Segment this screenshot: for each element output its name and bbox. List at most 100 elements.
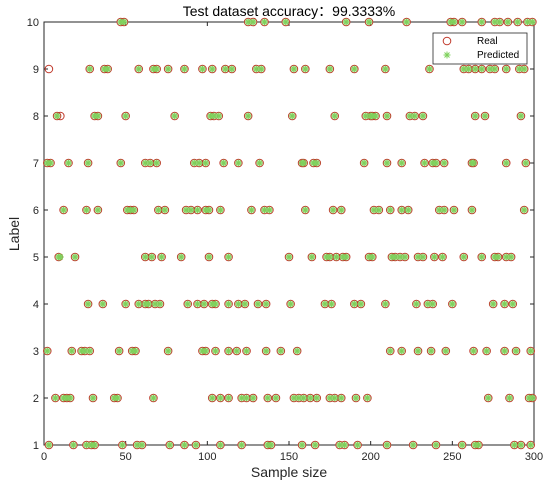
predicted-point <box>465 65 473 73</box>
predicted-point <box>187 206 195 214</box>
predicted-point <box>285 253 293 261</box>
predicted-point <box>520 65 528 73</box>
real-point <box>204 252 214 262</box>
y-tick-label: 8 <box>33 111 39 123</box>
predicted-point <box>205 206 213 214</box>
predicted-point <box>60 206 68 214</box>
real-point <box>207 64 217 74</box>
predicted-point <box>354 441 362 449</box>
predicted-point <box>89 394 97 402</box>
real-point <box>418 111 428 121</box>
plot-frame <box>43 21 535 446</box>
predicted-point <box>192 441 200 449</box>
predicted-point <box>523 18 531 26</box>
real-point <box>480 111 490 121</box>
predicted-point <box>308 253 316 261</box>
predicted-point <box>381 65 389 73</box>
real-point <box>118 440 127 450</box>
real-point <box>243 111 253 121</box>
real-point <box>157 252 166 262</box>
real-point <box>134 64 144 74</box>
real-point <box>431 440 441 450</box>
predicted-point <box>290 65 298 73</box>
predicted-point <box>82 441 90 449</box>
predicted-point <box>249 394 257 402</box>
predicted-point <box>256 159 264 167</box>
real-point <box>232 346 242 356</box>
predicted-point <box>440 159 448 167</box>
predicted-point <box>517 441 525 449</box>
predicted-point <box>104 65 112 73</box>
predicted-point <box>450 206 458 214</box>
real-point <box>121 299 130 309</box>
real-point <box>441 346 451 356</box>
predicted-point <box>342 253 350 261</box>
real-point <box>470 111 480 121</box>
predicted-point <box>249 18 257 26</box>
predicted-point <box>198 65 206 73</box>
predicted-point <box>94 112 102 120</box>
real-point <box>83 158 93 168</box>
predicted-point <box>486 65 494 73</box>
legend-box <box>432 32 528 65</box>
y-tick-label: 9 <box>33 64 39 76</box>
predicted-point <box>177 253 185 261</box>
predicted-point <box>86 65 94 73</box>
predicted-point <box>208 394 216 402</box>
predicted-point <box>331 394 339 402</box>
predicted-point <box>396 253 404 261</box>
real-point <box>180 64 189 74</box>
real-point <box>224 346 233 356</box>
real-point <box>420 158 429 168</box>
predicted-point <box>527 347 535 355</box>
real-point <box>211 346 220 356</box>
predicted-point <box>234 159 242 167</box>
predicted-point <box>114 394 121 402</box>
predicted-point <box>146 159 154 167</box>
x-tick-label: 150 <box>280 451 298 463</box>
predicted-point <box>153 159 161 167</box>
predicted-point <box>194 206 202 214</box>
predicted-point <box>166 441 174 449</box>
predicted-point <box>82 206 90 214</box>
real-point <box>237 440 246 450</box>
real-point <box>59 205 68 215</box>
predicted-point <box>326 65 334 73</box>
predicted-point <box>45 441 53 449</box>
predicted-point <box>265 206 273 214</box>
predicted-point <box>468 206 476 214</box>
predicted-point <box>153 65 161 73</box>
real-point <box>165 440 175 450</box>
predicted-point <box>352 394 360 402</box>
predicted-point <box>403 18 411 26</box>
real-point <box>163 346 173 356</box>
real-point <box>425 64 434 74</box>
predicted-point <box>272 394 280 402</box>
predicted-point <box>51 394 59 402</box>
legend-real-label: Real <box>477 36 498 47</box>
predicted-point <box>363 394 371 402</box>
predicted-point <box>350 300 358 308</box>
x-tick-label: 200 <box>361 451 379 463</box>
real-point <box>519 205 529 215</box>
real-point <box>408 440 418 450</box>
predicted-point <box>216 441 224 449</box>
predicted-point <box>491 65 499 73</box>
predicted-point <box>135 300 143 308</box>
predicted-point <box>326 253 334 261</box>
real-point <box>508 299 518 309</box>
real-point <box>51 393 60 403</box>
predicted-point <box>141 253 149 261</box>
predicted-point <box>432 159 440 167</box>
predicted-point <box>267 441 275 449</box>
legend: Real Predicted <box>432 32 528 65</box>
predicted-point <box>156 300 164 308</box>
predicted-point <box>301 65 309 73</box>
predicted-point <box>398 347 406 355</box>
predicted-point <box>478 18 486 26</box>
predicted-point <box>131 347 139 355</box>
predicted-point <box>225 300 233 308</box>
predicted-point <box>496 18 504 26</box>
real-point <box>216 393 225 403</box>
predicted-point <box>362 112 370 120</box>
